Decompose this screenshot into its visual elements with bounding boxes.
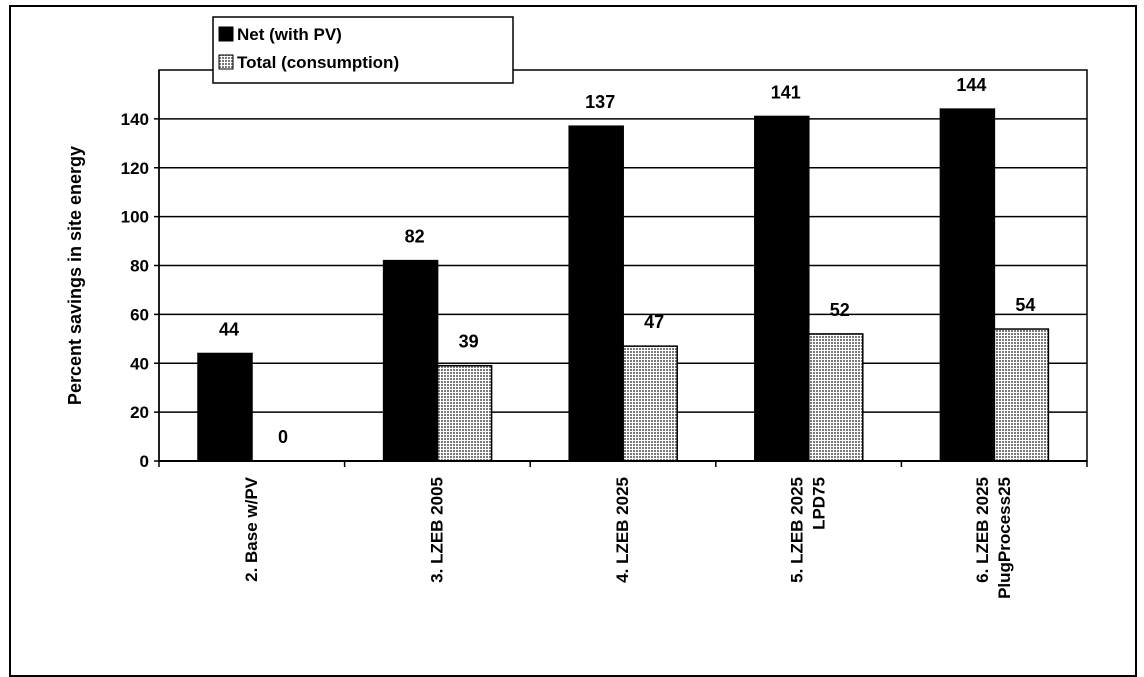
x-tick-label: 2. Base w/PV	[242, 476, 261, 582]
data-label: 141	[771, 82, 801, 102]
x-tick-label: LPD75	[810, 477, 829, 530]
bar-total	[622, 345, 678, 462]
y-tick-label: 140	[121, 110, 149, 129]
y-axis-title: Percent savings in site energy	[65, 146, 85, 405]
data-label: 0	[278, 427, 288, 447]
bar-total	[993, 328, 1050, 462]
data-label: 137	[585, 92, 615, 112]
y-tick-label: 0	[140, 452, 149, 471]
x-tick-label: 6. LZEB 2025	[973, 477, 992, 583]
bar-net	[382, 259, 439, 462]
x-tick-label: PlugProcess25	[995, 477, 1014, 599]
bar-net	[939, 108, 996, 462]
data-label: 39	[459, 332, 479, 352]
data-label: 47	[644, 312, 664, 332]
legend-swatch	[218, 26, 234, 42]
data-label: 44	[219, 319, 239, 339]
y-tick-label: 100	[121, 208, 149, 227]
bar-net	[568, 125, 624, 462]
data-label: 52	[830, 300, 850, 320]
legend-box	[212, 16, 514, 84]
data-label: 82	[405, 227, 425, 247]
labels: 0 20 40 60 80 100 120 140 Percent savings in sit…	[65, 75, 1035, 599]
gridlines	[159, 118, 1087, 413]
bar-total	[436, 364, 493, 462]
legend-label: Net (with PV)	[237, 25, 342, 44]
y-tick-label: 120	[121, 159, 149, 178]
y-tick-label: 60	[130, 305, 149, 324]
legend: Net (with PV) Total (consumption)	[212, 16, 514, 84]
x-tick-label: 5. LZEB 2025	[788, 477, 807, 583]
legend-label: Total (consumption)	[237, 53, 399, 72]
legend-swatch	[218, 54, 234, 70]
data-label: 54	[1015, 295, 1035, 315]
bars	[197, 108, 1050, 462]
y-tick-label: 80	[130, 257, 149, 276]
bar-net	[754, 115, 810, 462]
data-label: 144	[956, 75, 986, 95]
y-tick-label: 20	[130, 403, 149, 422]
y-tick-label: 40	[130, 354, 149, 373]
bar-total	[808, 333, 864, 462]
x-tick-label: 4. LZEB 2025	[613, 477, 632, 583]
bar-net	[197, 352, 253, 462]
axes	[154, 69, 1088, 467]
x-tick-label: 3. LZEB 2005	[427, 477, 446, 583]
